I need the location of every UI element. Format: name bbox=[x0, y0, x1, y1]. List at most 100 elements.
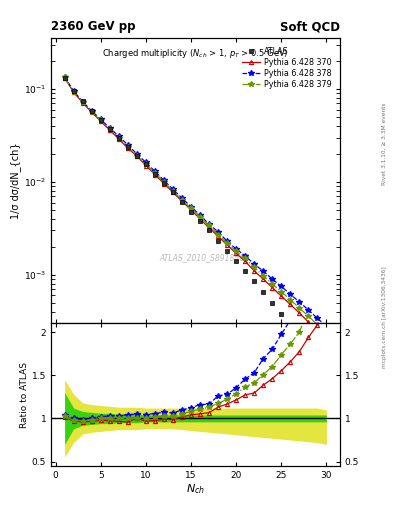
X-axis label: $N_{ch}$: $N_{ch}$ bbox=[186, 482, 205, 496]
Pythia 6.428 379 bbox=[71, 89, 76, 95]
Pythia 6.428 378 bbox=[225, 238, 230, 244]
ATLAS bbox=[315, 357, 320, 364]
Pythia 6.428 379 bbox=[297, 305, 302, 311]
ATLAS bbox=[71, 88, 76, 94]
ATLAS bbox=[134, 153, 139, 159]
ATLAS bbox=[107, 126, 112, 132]
ATLAS bbox=[297, 333, 302, 339]
Pythia 6.428 378 bbox=[80, 99, 85, 105]
Pythia 6.428 379 bbox=[89, 109, 94, 115]
Pythia 6.428 379 bbox=[125, 143, 130, 150]
Pythia 6.428 378 bbox=[279, 283, 284, 289]
Pythia 6.428 370 bbox=[324, 337, 329, 343]
Pythia 6.428 378 bbox=[152, 168, 157, 175]
Pythia 6.428 370 bbox=[171, 189, 175, 196]
Line: Pythia 6.428 379: Pythia 6.428 379 bbox=[62, 75, 329, 335]
ATLAS bbox=[180, 199, 184, 205]
Pythia 6.428 378 bbox=[243, 253, 248, 259]
Pythia 6.428 378 bbox=[171, 186, 175, 193]
Pythia 6.428 379 bbox=[143, 161, 148, 167]
Pythia 6.428 379 bbox=[180, 197, 184, 203]
Pythia 6.428 378 bbox=[234, 246, 239, 252]
ATLAS bbox=[125, 143, 130, 150]
Pythia 6.428 378 bbox=[116, 133, 121, 139]
Pythia 6.428 370 bbox=[261, 276, 266, 282]
Text: Rivet 3.1.10, ≥ 3.3M events: Rivet 3.1.10, ≥ 3.3M events bbox=[382, 102, 387, 185]
Pythia 6.428 379 bbox=[279, 289, 284, 295]
Text: ATLAS_2010_S8918562: ATLAS_2010_S8918562 bbox=[159, 253, 249, 262]
ATLAS bbox=[80, 98, 85, 104]
Legend: ATLAS, Pythia 6.428 370, Pythia 6.428 378, Pythia 6.428 379: ATLAS, Pythia 6.428 370, Pythia 6.428 37… bbox=[240, 45, 333, 91]
ATLAS bbox=[89, 108, 94, 114]
Pythia 6.428 370 bbox=[162, 180, 166, 186]
Pythia 6.428 370 bbox=[198, 216, 202, 222]
Pythia 6.428 379 bbox=[261, 272, 266, 279]
Pythia 6.428 378 bbox=[62, 74, 67, 80]
Pythia 6.428 379 bbox=[80, 99, 85, 105]
Pythia 6.428 379 bbox=[270, 281, 275, 287]
Pythia 6.428 378 bbox=[252, 261, 257, 267]
Pythia 6.428 379 bbox=[152, 170, 157, 176]
ATLAS bbox=[162, 180, 166, 186]
Pythia 6.428 378 bbox=[162, 177, 166, 183]
Pythia 6.428 378 bbox=[134, 151, 139, 157]
ATLAS bbox=[207, 227, 211, 233]
Pythia 6.428 370 bbox=[134, 153, 139, 159]
Pythia 6.428 370 bbox=[216, 233, 220, 239]
Pythia 6.428 378 bbox=[180, 195, 184, 201]
Pythia 6.428 379 bbox=[207, 222, 211, 228]
Pythia 6.428 378 bbox=[189, 204, 193, 210]
Text: Charged multiplicity ($N_{ch}$ > 1, $p_T$ > 0.5 GeV): Charged multiplicity ($N_{ch}$ > 1, $p_T… bbox=[102, 47, 289, 60]
ATLAS bbox=[225, 248, 230, 254]
ATLAS bbox=[261, 289, 266, 295]
Pythia 6.428 378 bbox=[315, 315, 320, 322]
Pythia 6.428 378 bbox=[98, 116, 103, 122]
Pythia 6.428 370 bbox=[189, 207, 193, 213]
Pythia 6.428 370 bbox=[143, 162, 148, 168]
ATLAS bbox=[306, 346, 311, 352]
Line: Pythia 6.428 378: Pythia 6.428 378 bbox=[62, 74, 329, 329]
Pythia 6.428 379 bbox=[107, 126, 112, 132]
Pythia 6.428 370 bbox=[252, 268, 257, 274]
Pythia 6.428 379 bbox=[198, 214, 202, 220]
Pythia 6.428 378 bbox=[297, 299, 302, 305]
Pythia 6.428 370 bbox=[71, 89, 76, 95]
Pythia 6.428 370 bbox=[89, 109, 94, 115]
Pythia 6.428 379 bbox=[171, 188, 175, 194]
Y-axis label: Ratio to ATLAS: Ratio to ATLAS bbox=[20, 361, 29, 428]
Pythia 6.428 370 bbox=[234, 250, 239, 257]
Pythia 6.428 379 bbox=[234, 248, 239, 254]
ATLAS bbox=[98, 117, 103, 123]
Pythia 6.428 378 bbox=[288, 291, 293, 297]
Pythia 6.428 370 bbox=[270, 285, 275, 291]
Pythia 6.428 378 bbox=[324, 323, 329, 329]
Pythia 6.428 379 bbox=[288, 296, 293, 303]
Pythia 6.428 379 bbox=[252, 264, 257, 270]
Pythia 6.428 378 bbox=[125, 142, 130, 148]
ATLAS bbox=[189, 208, 193, 215]
ATLAS bbox=[152, 170, 157, 177]
Pythia 6.428 370 bbox=[279, 293, 284, 299]
Pythia 6.428 378 bbox=[143, 159, 148, 165]
Line: ATLAS: ATLAS bbox=[62, 76, 329, 374]
Pythia 6.428 370 bbox=[125, 145, 130, 152]
Pythia 6.428 370 bbox=[62, 75, 67, 81]
Pythia 6.428 378 bbox=[198, 212, 202, 218]
Pythia 6.428 379 bbox=[134, 153, 139, 159]
Pythia 6.428 378 bbox=[71, 88, 76, 94]
Pythia 6.428 370 bbox=[207, 225, 211, 231]
Pythia 6.428 379 bbox=[116, 135, 121, 141]
Pythia 6.428 379 bbox=[225, 240, 230, 246]
Pythia 6.428 378 bbox=[270, 276, 275, 282]
ATLAS bbox=[234, 258, 239, 264]
Pythia 6.428 370 bbox=[180, 198, 184, 204]
Pythia 6.428 370 bbox=[225, 242, 230, 248]
Text: Soft QCD: Soft QCD bbox=[280, 20, 340, 33]
Pythia 6.428 379 bbox=[189, 205, 193, 211]
ATLAS bbox=[216, 238, 220, 244]
ATLAS bbox=[324, 369, 329, 375]
Pythia 6.428 378 bbox=[306, 307, 311, 313]
Pythia 6.428 378 bbox=[89, 108, 94, 114]
ATLAS bbox=[116, 135, 121, 141]
Pythia 6.428 378 bbox=[261, 268, 266, 274]
